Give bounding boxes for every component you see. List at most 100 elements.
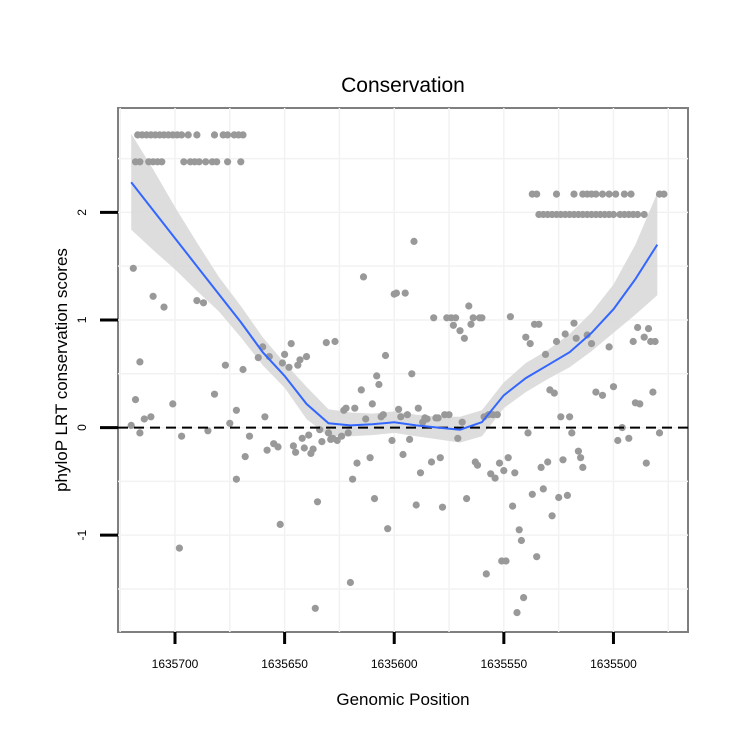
- chart-title: Conservation: [341, 74, 465, 97]
- data-point: [436, 454, 444, 462]
- data-point: [528, 490, 536, 498]
- data-point: [403, 411, 411, 419]
- data-point: [570, 319, 578, 327]
- data-point: [423, 415, 431, 423]
- data-point: [539, 485, 547, 493]
- data-point: [517, 536, 526, 545]
- data-point: [533, 553, 541, 561]
- data-point: [333, 436, 341, 445]
- data-point: [445, 411, 453, 419]
- data-point: [381, 351, 390, 360]
- data-point: [620, 190, 629, 198]
- data-point: [346, 578, 354, 587]
- data-point: [655, 429, 664, 437]
- x-tick-label: 1635650: [261, 657, 308, 671]
- data-point: [388, 436, 396, 445]
- data-point: [289, 442, 297, 450]
- data-point: [412, 501, 420, 509]
- data-point: [458, 418, 466, 426]
- data-point: [552, 190, 561, 198]
- data-point: [500, 467, 508, 475]
- data-point: [131, 396, 140, 404]
- data-point: [351, 404, 359, 412]
- data-point: [294, 361, 302, 369]
- data-point: [226, 419, 234, 427]
- data-point: [605, 343, 613, 351]
- data-point: [193, 131, 201, 139]
- data-point: [149, 292, 157, 300]
- data-point: [566, 413, 574, 421]
- data-point: [537, 463, 545, 471]
- data-point: [221, 361, 229, 369]
- data-point: [199, 299, 208, 307]
- data-point: [535, 320, 543, 328]
- data-point: [302, 353, 311, 361]
- data-point: [592, 190, 600, 198]
- data-point: [224, 158, 232, 166]
- data-point: [524, 429, 532, 437]
- data-point: [296, 356, 304, 364]
- data-point: [572, 334, 580, 342]
- data-point: [213, 158, 221, 166]
- data-point: [557, 413, 565, 421]
- data-point: [357, 386, 365, 394]
- data-point: [379, 411, 387, 419]
- data-point: [224, 131, 232, 139]
- data-point: [178, 131, 186, 139]
- data-point: [467, 320, 475, 328]
- data-point: [359, 273, 368, 281]
- data-point: [414, 404, 422, 412]
- data-point: [311, 604, 319, 612]
- y-tick-label: 1: [75, 316, 89, 323]
- data-point: [318, 438, 326, 446]
- data-point: [368, 400, 376, 408]
- data-point: [634, 210, 642, 219]
- data-point: [526, 340, 534, 348]
- data-point: [237, 158, 245, 166]
- data-point: [397, 413, 405, 421]
- data-point: [210, 390, 219, 398]
- data-point: [309, 445, 317, 453]
- data-point: [449, 321, 457, 329]
- data-point: [362, 415, 370, 423]
- data-point: [502, 557, 510, 565]
- x-tick-label: 1635700: [152, 657, 199, 671]
- data-point: [452, 314, 460, 322]
- data-point: [605, 190, 613, 198]
- data-point: [331, 337, 339, 346]
- data-point: [406, 435, 414, 443]
- x-tick-label: 1635600: [371, 657, 418, 671]
- data-point: [493, 411, 501, 419]
- data-point: [204, 427, 212, 435]
- data-point: [430, 314, 438, 322]
- data-point: [533, 190, 541, 198]
- data-point: [263, 446, 271, 454]
- data-point: [274, 443, 282, 451]
- data-point: [399, 450, 407, 459]
- data-point: [434, 414, 442, 422]
- data-point: [178, 432, 186, 440]
- data-point: [416, 469, 425, 477]
- data-point: [278, 359, 286, 367]
- data-point: [568, 429, 576, 437]
- data-point: [160, 303, 168, 311]
- data-point: [136, 358, 144, 366]
- data-point: [555, 493, 563, 502]
- data-point: [239, 365, 247, 374]
- data-point: [651, 337, 659, 346]
- data-point: [202, 158, 210, 166]
- data-point: [169, 400, 177, 408]
- data-point: [609, 210, 618, 219]
- data-point: [261, 413, 269, 421]
- data-point: [175, 544, 183, 552]
- data-point: [195, 158, 203, 166]
- data-point: [649, 388, 657, 396]
- data-point: [370, 495, 379, 503]
- data-point: [193, 297, 201, 305]
- data-point: [465, 302, 473, 310]
- data-point: [392, 289, 400, 297]
- y-axis: -1 0 1 2: [75, 209, 118, 540]
- x-tick-label: 1635550: [480, 657, 527, 671]
- y-tick-label: 2: [75, 209, 89, 216]
